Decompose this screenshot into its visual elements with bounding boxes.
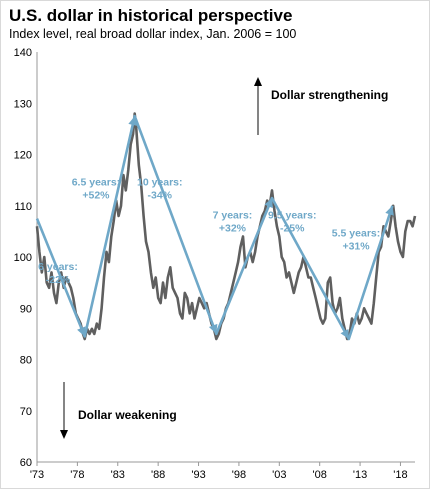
x-tick-label: '03	[272, 469, 286, 481]
trend-arrowhead	[77, 326, 86, 337]
up-arrowhead-icon	[254, 77, 262, 86]
trend-annotation: 7 years: +32%	[213, 210, 253, 235]
y-tick-label: 90	[20, 303, 32, 315]
x-tick-label: '73	[30, 469, 44, 481]
x-tick-label: '93	[191, 469, 205, 481]
trend-annotation-line: -34%	[148, 189, 173, 201]
trend-annotation-line: 7 years:	[213, 210, 253, 222]
trend-arrowhead	[340, 328, 349, 339]
x-tick-label: '13	[353, 469, 367, 481]
annotations-group: 6 years: -22% 6.5 years: +52% 10 years: -34% 7…	[38, 176, 380, 286]
trend-line	[35, 114, 394, 341]
chart-title: U.S. dollar in historical perspective	[9, 6, 293, 25]
trend-annotation-line: 6 years:	[38, 261, 78, 273]
trend-arrowhead	[128, 116, 138, 126]
x-tick-label: '18	[393, 469, 407, 481]
trend-arrowhead	[385, 205, 394, 216]
trend-annotation-line: -22%	[46, 274, 71, 286]
trend-annotation-line: 6.5 years:	[72, 176, 120, 188]
x-tick-label: '08	[313, 469, 327, 481]
trend-annotation-line: 9.5 years:	[268, 210, 316, 222]
trend-annotation: 6.5 years: +52%	[72, 176, 120, 201]
trend-annotation-line: 10 years:	[137, 176, 183, 188]
trend-annotation-line: -25%	[280, 223, 305, 235]
series-group	[35, 112, 417, 341]
trend-annotation: 9.5 years: -25%	[268, 210, 316, 235]
y-tick-label: 130	[14, 98, 32, 110]
y-tick-label: 110	[14, 201, 32, 213]
trend-annotation-line: +52%	[82, 189, 110, 201]
x-tick-label: '83	[111, 469, 125, 481]
axes	[36, 52, 415, 463]
x-tick-label: '98	[232, 469, 246, 481]
y-tick-labels: 60 70 80 90 100 110 120 130 140	[14, 47, 32, 469]
y-tick-label: 120	[14, 150, 32, 162]
trend-arrowhead	[208, 323, 218, 334]
x-tick-label: '88	[151, 469, 165, 481]
x-tick-labels: '73 '78 '83 '88 '93 '98 '03 '08 '13 '18	[30, 462, 408, 481]
x-tick-label: '78	[70, 469, 84, 481]
trend-arrowhead	[264, 198, 273, 209]
chart-subtitle: Index level, real broad dollar index, Ja…	[9, 27, 297, 41]
trend-annotation-line: +32%	[219, 223, 247, 235]
y-tick-label: 60	[20, 457, 32, 469]
dollar-weakening-label: Dollar weakening	[78, 408, 177, 422]
direction-labels: Dollar strengthening Dollar weakening	[60, 77, 388, 439]
y-tick-label: 140	[14, 47, 32, 59]
trend-annotation: 5.5 years: +31%	[332, 228, 380, 253]
trend-annotation: 10 years: -34%	[137, 176, 183, 201]
trend-annotation: 6 years: -22%	[38, 261, 78, 286]
dollar-strengthening-label: Dollar strengthening	[271, 88, 388, 102]
y-tick-label: 80	[20, 355, 32, 367]
down-arrowhead-icon	[60, 430, 68, 439]
y-tick-label: 100	[14, 252, 32, 264]
y-tick-label: 70	[20, 406, 32, 418]
trend-annotation-line: 5.5 years:	[332, 228, 380, 240]
trend-annotation-line: +31%	[342, 241, 370, 253]
